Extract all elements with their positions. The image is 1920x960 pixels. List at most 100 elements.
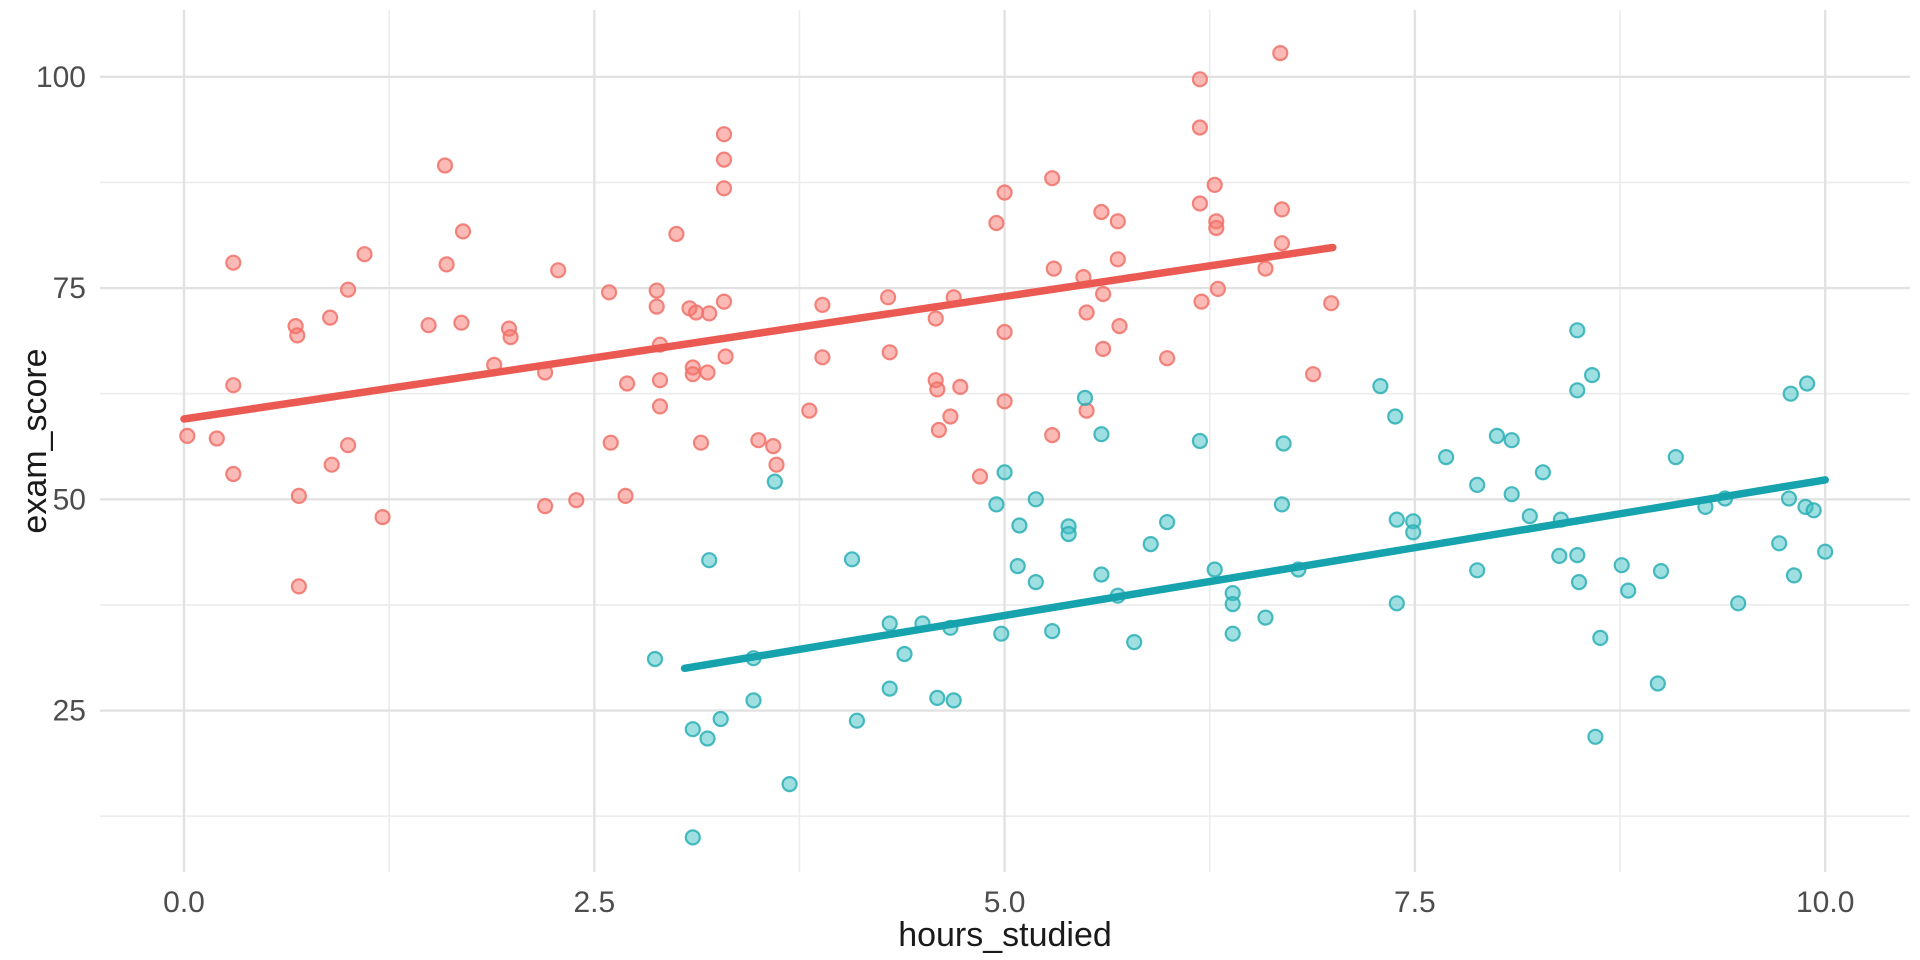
data-point — [648, 298, 665, 315]
data-point — [1534, 464, 1552, 481]
data-point — [1078, 304, 1095, 321]
data-point — [1569, 322, 1586, 339]
data-point — [600, 284, 618, 301]
data-point — [1587, 728, 1604, 745]
data-point — [536, 498, 554, 515]
data-point — [1193, 293, 1210, 310]
data-point — [699, 364, 716, 381]
data-point — [550, 262, 567, 279]
data-point — [1045, 260, 1062, 277]
data-point — [881, 344, 898, 361]
data-point — [750, 432, 767, 449]
x-tick-label: 10.0 — [1796, 886, 1854, 919]
data-point — [322, 309, 339, 326]
data-point — [1569, 546, 1586, 564]
data-point — [1191, 119, 1209, 136]
data-point — [881, 680, 898, 697]
data-point — [179, 427, 196, 444]
data-point — [1224, 595, 1241, 613]
data-point — [1469, 476, 1486, 493]
data-point — [290, 487, 307, 504]
data-point — [1191, 432, 1209, 450]
y-axis-tick-labels: 25 50 75 100 — [36, 61, 86, 728]
data-point — [225, 254, 242, 271]
data-point — [225, 377, 242, 394]
data-point — [1257, 260, 1274, 277]
data-point — [1551, 547, 1568, 565]
data-point — [701, 305, 718, 322]
data-point — [712, 710, 729, 728]
data-point — [618, 375, 636, 392]
data-point — [1388, 595, 1405, 612]
data-point — [814, 296, 831, 313]
data-point — [1620, 582, 1637, 599]
data-point — [436, 157, 454, 174]
data-point — [768, 456, 785, 473]
data-point — [1503, 486, 1520, 503]
data-point — [1667, 449, 1684, 466]
data-point — [1273, 201, 1291, 218]
data-point — [745, 692, 762, 709]
data-point — [1570, 573, 1588, 591]
data-point — [1387, 408, 1404, 425]
data-point — [208, 430, 225, 447]
data-point — [715, 151, 733, 168]
data-point — [1257, 609, 1274, 626]
data-point — [453, 314, 470, 331]
data-point — [1503, 432, 1520, 449]
data-point — [1109, 213, 1126, 230]
data-point — [896, 645, 913, 663]
data-point — [1805, 502, 1822, 519]
x-axis-title: hours_studied — [898, 916, 1112, 954]
data-point — [1771, 535, 1788, 552]
data-point — [1011, 517, 1028, 534]
data-point — [1272, 44, 1289, 62]
data-point — [1209, 280, 1227, 297]
data-point — [1111, 318, 1128, 335]
data-point — [687, 304, 705, 321]
data-point — [1158, 350, 1176, 367]
data-point — [952, 378, 969, 395]
data-point — [1437, 449, 1455, 466]
data-point — [568, 492, 585, 509]
data-point — [646, 650, 664, 668]
data-point — [1730, 595, 1747, 612]
data-point — [651, 398, 669, 415]
data-point — [701, 552, 718, 569]
data-point — [766, 473, 783, 490]
data-point — [996, 393, 1013, 410]
data-point — [1206, 561, 1223, 578]
data-point — [1076, 389, 1094, 406]
data-point — [1273, 496, 1291, 513]
data-point — [1158, 513, 1176, 531]
data-point — [340, 281, 357, 298]
data-point — [420, 317, 437, 334]
data-point — [454, 223, 472, 240]
data-point — [1817, 543, 1834, 560]
data-point — [930, 421, 948, 439]
data-point — [927, 310, 944, 327]
y-tick-label: 100 — [36, 61, 86, 94]
data-point — [1142, 535, 1159, 553]
data-point — [1780, 490, 1798, 507]
data-point — [942, 408, 959, 425]
data-point — [715, 126, 733, 143]
trend-lines-layer — [180, 243, 1829, 673]
series-group-red — [179, 44, 1340, 595]
data-point — [289, 327, 306, 344]
data-point — [225, 465, 242, 483]
data-point — [684, 829, 701, 846]
data-point — [684, 721, 701, 738]
y-axis-title: exam_score — [16, 348, 54, 533]
y-tick-label: 50 — [53, 483, 86, 516]
data-point — [1126, 633, 1143, 651]
data-point — [1613, 557, 1630, 574]
data-point — [356, 246, 373, 263]
data-point — [1388, 511, 1405, 528]
x-tick-label: 7.5 — [1394, 886, 1436, 919]
data-point — [374, 508, 391, 526]
data-point — [715, 180, 733, 197]
data-point — [1275, 435, 1292, 452]
data-point — [1652, 562, 1670, 580]
